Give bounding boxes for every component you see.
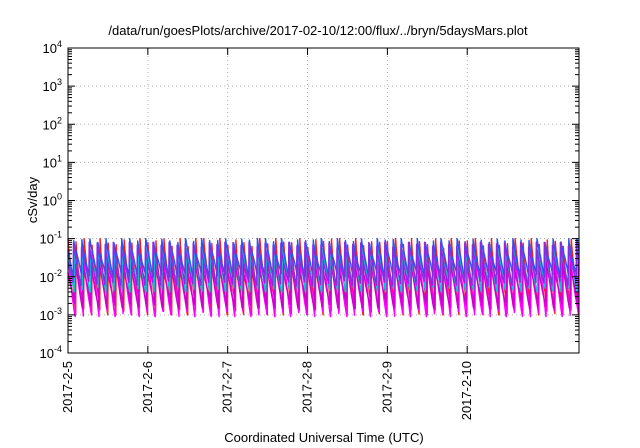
y-axis-label: cSv/day xyxy=(25,176,40,223)
y-tick-label: 100 xyxy=(43,192,62,209)
y-tick-label: 101 xyxy=(43,153,62,170)
y-tick-label: 10-3 xyxy=(40,306,62,323)
series-group xyxy=(67,237,580,318)
x-axis-label: Coordinated Universal Time (UTC) xyxy=(224,430,423,445)
y-tick-label: 104 xyxy=(43,39,62,56)
series-line xyxy=(67,257,580,309)
y-tick-label: 10-4 xyxy=(40,344,62,361)
grid xyxy=(68,48,579,353)
x-tick-label: 2017-2-10 xyxy=(459,361,474,420)
series-line xyxy=(67,241,580,286)
x-tick-label: 2017-2-9 xyxy=(379,361,394,413)
x-tick-label: 2017-2-7 xyxy=(220,361,235,413)
x-tick-label: 2017-2-6 xyxy=(140,361,155,413)
x-tick-label: 2017-2-8 xyxy=(300,361,315,413)
x-axis: 2017-2-5 2017-2-6 2017-2-7 2017-2-8 2017-2-9… xyxy=(60,48,474,420)
y-tick-label: 10-1 xyxy=(40,230,62,247)
chart-title: /data/run/goesPlots/archive/2017-02-10/1… xyxy=(108,23,528,38)
y-tick-label: 10-2 xyxy=(40,268,62,285)
y-tick-label: 102 xyxy=(43,115,62,132)
x-tick-label: 2017-2-5 xyxy=(60,361,75,413)
y-tick-label: 103 xyxy=(43,77,62,94)
